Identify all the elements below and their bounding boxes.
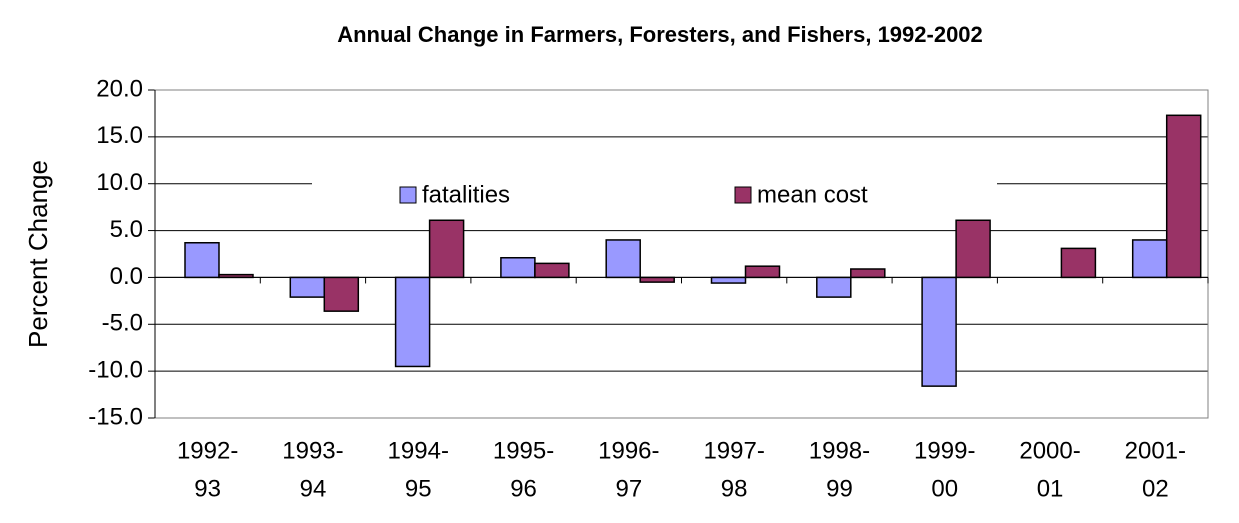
- bar: [955, 219, 991, 279]
- bar: [639, 276, 675, 283]
- x-tick-label: 97: [615, 475, 642, 502]
- x-tick-label: 2000-: [1019, 437, 1080, 464]
- bar: [289, 276, 326, 298]
- x-tick-label: 1993-: [282, 437, 343, 464]
- y-tick-label: -15.0: [88, 403, 143, 430]
- bar: [921, 276, 957, 387]
- chart-title: Annual Change in Farmers, Foresters, and…: [337, 22, 983, 47]
- legend-box: [312, 180, 997, 212]
- x-tick-label: 94: [300, 475, 327, 502]
- y-tick-label: 0.0: [110, 263, 143, 290]
- bar: [534, 262, 570, 279]
- x-tick-label: 95: [405, 475, 432, 502]
- bar: [323, 276, 360, 312]
- x-tick-label: 2001-: [1125, 437, 1186, 464]
- y-axis-title: Percent Change: [23, 160, 53, 348]
- bar: [605, 239, 641, 279]
- x-tick-label: 01: [1037, 475, 1064, 502]
- legend-swatch: [734, 186, 752, 204]
- bar: [816, 276, 852, 298]
- y-tick-label: -10.0: [88, 356, 143, 383]
- x-tick-label: 1994-: [388, 437, 449, 464]
- plot-frame: [154, 89, 1209, 419]
- bar: [184, 242, 220, 279]
- bar: [394, 276, 431, 368]
- x-tick-label: 02: [1142, 475, 1169, 502]
- x-tick-label: 1996-: [598, 437, 659, 464]
- bar: [428, 219, 465, 279]
- legend-label: mean cost: [757, 181, 868, 208]
- bar: [500, 256, 536, 279]
- bar: [1060, 247, 1097, 279]
- x-tick-label: 00: [931, 475, 958, 502]
- y-tick-label: 5.0: [110, 216, 143, 243]
- legend-swatch: [399, 186, 417, 204]
- bar: [1131, 239, 1168, 279]
- y-tick-label: -5.0: [102, 310, 143, 337]
- x-tick-label: 1998-: [809, 437, 870, 464]
- x-tick-label: 1999-: [914, 437, 975, 464]
- x-tick-label: 1995-: [493, 437, 554, 464]
- x-tick-label: 96: [510, 475, 537, 502]
- legend-label: fatalities: [422, 181, 510, 208]
- bar: [850, 268, 886, 279]
- bar: [744, 265, 781, 279]
- x-tick-label: 98: [721, 475, 748, 502]
- x-tick-label: 1997-: [703, 437, 764, 464]
- x-tick-label: 93: [194, 475, 221, 502]
- y-tick-label: 20.0: [96, 75, 143, 102]
- y-tick-label: 10.0: [96, 169, 143, 196]
- y-tick-label: 15.0: [96, 122, 143, 149]
- x-tick-label: 99: [826, 475, 853, 502]
- bar: [710, 276, 747, 284]
- bar: [1165, 114, 1202, 279]
- x-tick-label: 1992-: [177, 437, 238, 464]
